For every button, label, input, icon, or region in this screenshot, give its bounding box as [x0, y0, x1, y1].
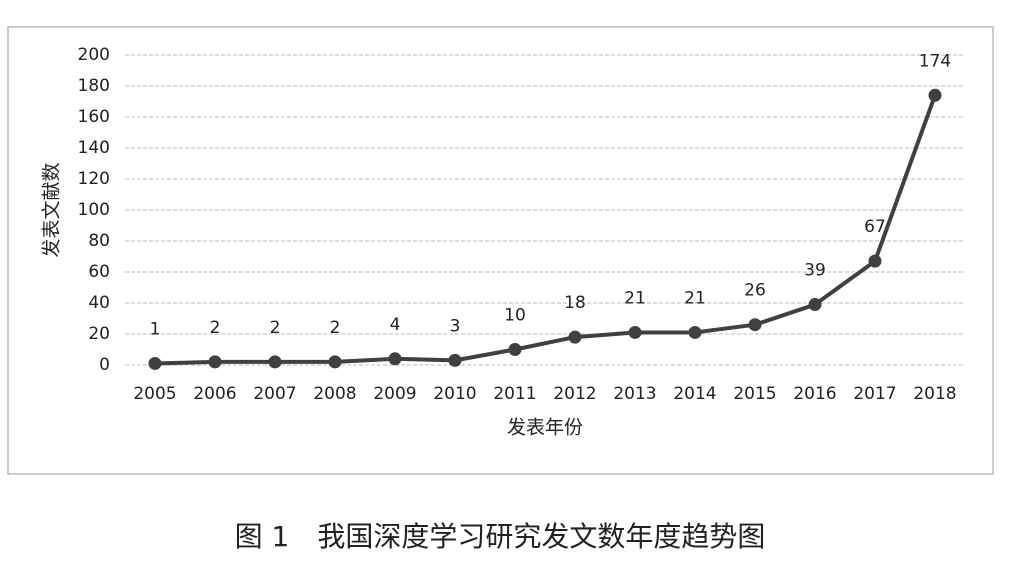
data-point — [208, 355, 222, 369]
data-label: 2 — [270, 318, 281, 338]
y-tick-label: 0 — [99, 355, 110, 375]
x-tick-label: 2014 — [673, 384, 716, 404]
data-label: 174 — [919, 51, 951, 71]
x-tick-label: 2007 — [253, 384, 296, 404]
data-label: 67 — [864, 217, 886, 237]
x-tick-label: 2005 — [133, 384, 176, 404]
y-tick-label: 180 — [78, 76, 110, 96]
data-point — [508, 343, 522, 356]
data-label: 3 — [450, 316, 461, 336]
data-label: 2 — [210, 318, 221, 338]
data-label: 39 — [804, 261, 826, 281]
x-tick-label: 2018 — [913, 384, 956, 404]
y-tick-label: 40 — [88, 293, 110, 313]
data-label: 18 — [564, 293, 586, 313]
data-point — [808, 298, 822, 312]
y-tick-label: 200 — [78, 45, 110, 65]
data-point — [748, 318, 762, 332]
data-label: 2 — [330, 318, 341, 338]
x-tick-label: 2012 — [553, 384, 596, 404]
data-point — [148, 356, 162, 370]
data-label: 21 — [684, 288, 706, 308]
data-point — [388, 352, 402, 366]
x-tick-label: 2006 — [193, 384, 236, 404]
x-tick-label: 2016 — [793, 384, 836, 404]
x-tick-label: 2010 — [433, 384, 476, 404]
x-tick-label: 2013 — [613, 384, 656, 404]
data-label: 4 — [390, 315, 401, 335]
y-tick-label: 140 — [78, 138, 110, 158]
x-tick-label: 2009 — [373, 384, 416, 404]
data-label: 26 — [744, 281, 766, 301]
data-point — [928, 88, 942, 102]
data-point — [868, 254, 882, 268]
data-point — [328, 355, 342, 369]
x-axis-label: 发表年份 — [507, 417, 583, 439]
chart-frame — [7, 26, 994, 475]
y-tick-label: 100 — [78, 200, 110, 220]
data-point — [568, 330, 582, 344]
y-tick-label: 120 — [78, 169, 110, 189]
data-point — [628, 325, 642, 339]
data-point — [268, 355, 282, 369]
data-label: 10 — [504, 306, 526, 326]
x-tick-label: 2017 — [853, 384, 896, 404]
y-tick-label: 160 — [78, 107, 110, 127]
y-tick-label: 20 — [88, 324, 110, 344]
x-tick-label: 2015 — [733, 384, 776, 404]
x-tick-label: 2011 — [493, 384, 536, 404]
y-tick-label: 60 — [88, 262, 110, 282]
y-axis-label: 发表文献数 — [41, 162, 63, 257]
y-tick-label: 80 — [88, 231, 110, 251]
data-label: 21 — [624, 288, 646, 308]
caption: 图 1 我国深度学习研究发文数年度趋势图 — [235, 520, 766, 553]
data-label: 1 — [150, 319, 161, 339]
x-tick-label: 2008 — [313, 384, 356, 404]
data-line — [154, 94, 937, 366]
data-point — [688, 325, 702, 339]
data-point — [448, 353, 462, 367]
